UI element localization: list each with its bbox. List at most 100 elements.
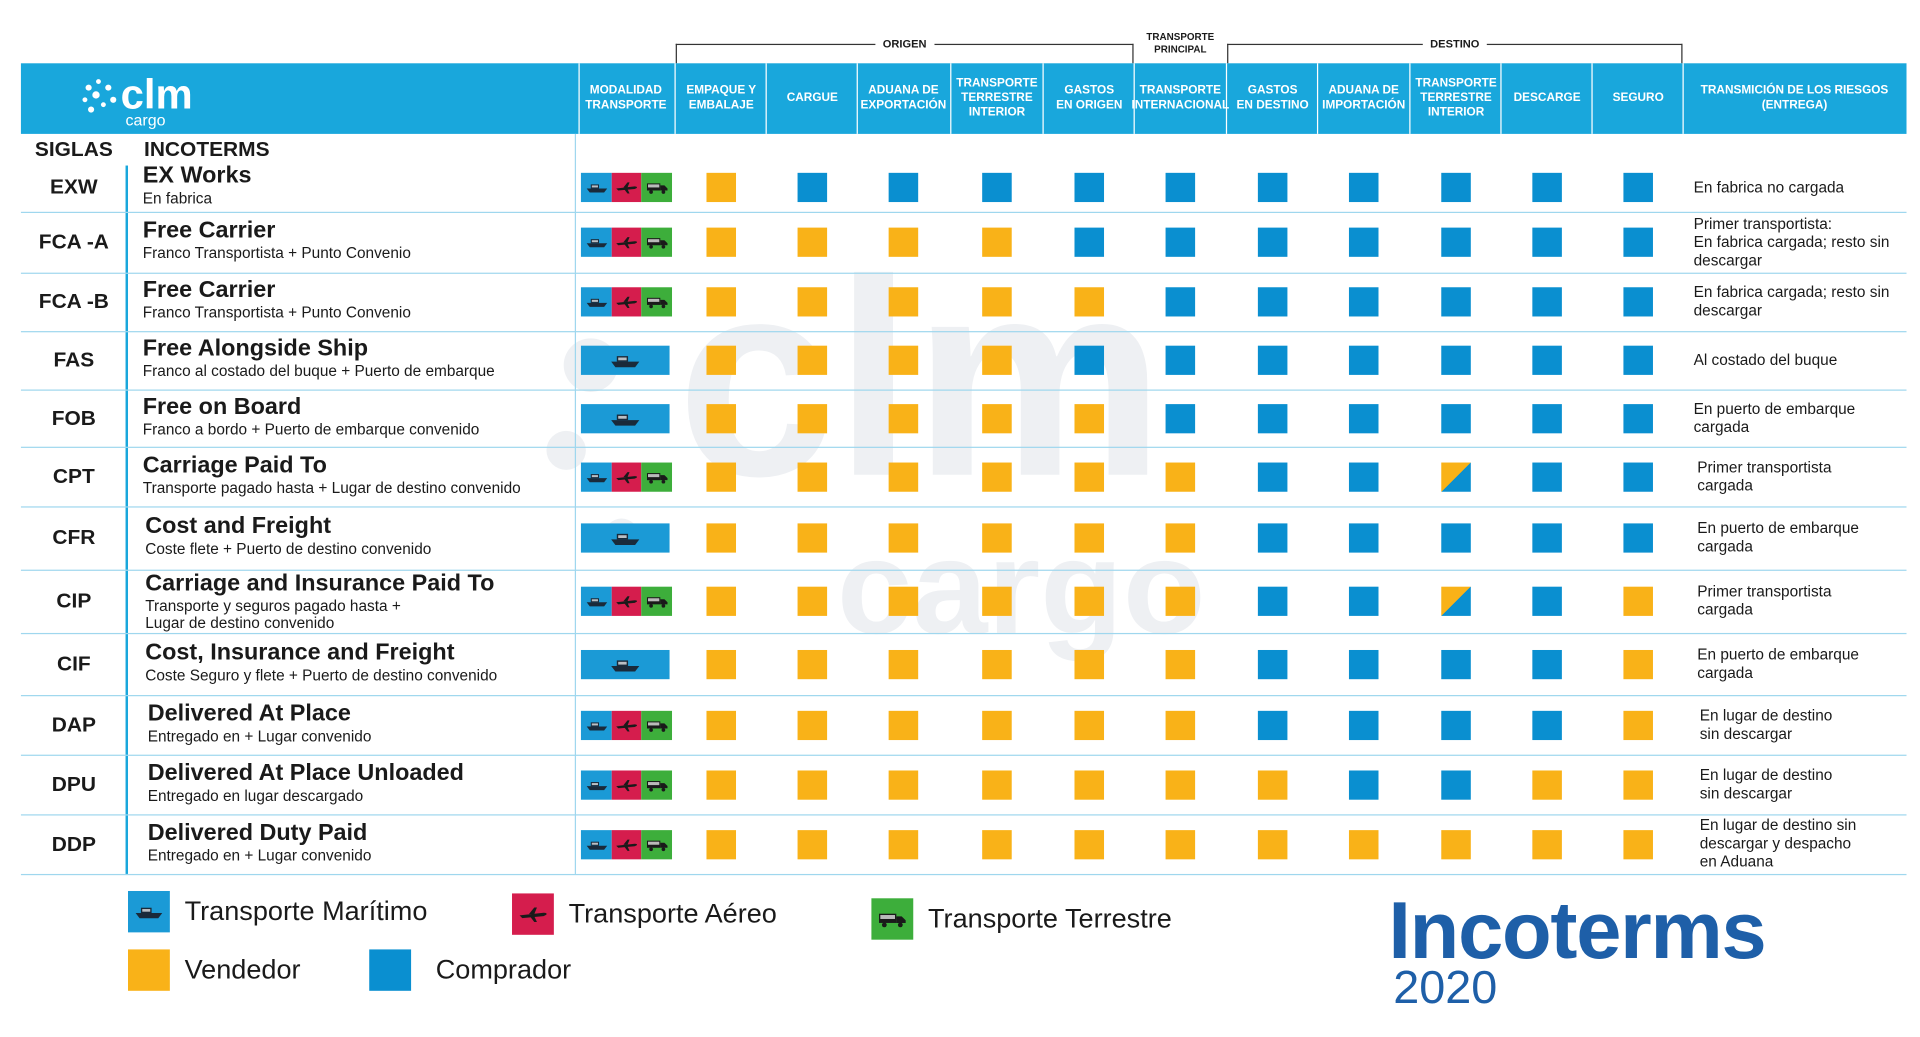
incoterms-divider	[574, 133, 577, 874]
row-modalidad	[580, 710, 673, 740]
row-divider	[20, 754, 1907, 756]
row-incoterm-name: Free on Board	[142, 393, 302, 420]
comprador-cell	[1441, 227, 1471, 257]
row-incoterm-description: Transporte pagado hasta + Lugar de desti…	[142, 478, 521, 497]
row-incoterm-description: Entregado en + Lugar convenido	[147, 727, 372, 745]
vendedor-cell	[982, 649, 1012, 679]
legend-vendedor: Vendedor	[128, 949, 301, 991]
comprador-cell	[1623, 461, 1653, 492]
row-incoterm-description: Entregado en + Lugar convenido	[147, 846, 372, 864]
vendedor-cell	[888, 649, 919, 679]
comprador-cell	[1623, 172, 1653, 203]
comprador-cell	[1074, 172, 1105, 203]
vendedor-swatch	[128, 949, 170, 991]
row-sigla: FAS	[53, 348, 95, 372]
row-incoterm-name: Carriage Paid To	[142, 452, 327, 478]
header-gastos-destino: GASTOS EN DESTINO	[1236, 83, 1309, 112]
comprador-cell	[1532, 345, 1562, 375]
vendedor-cell	[888, 523, 919, 553]
ship-icon	[580, 227, 612, 257]
row-sigla: DAP	[51, 712, 96, 736]
vendedor-cell	[1074, 403, 1105, 433]
comprador-cell	[1532, 172, 1562, 203]
comprador-cell	[1532, 649, 1562, 679]
row-sigla: CPT	[52, 464, 95, 488]
row-divider	[20, 506, 1907, 508]
header-separator	[674, 63, 676, 134]
comprador-cell	[1348, 287, 1379, 317]
vendedor-cell	[797, 586, 828, 616]
vendedor-cell	[982, 403, 1012, 433]
row-sigla: FCA -A	[38, 230, 109, 254]
comprador-cell	[1348, 403, 1379, 433]
row-divider	[20, 569, 1907, 571]
row-sigla: CFR	[52, 525, 96, 549]
row-modalidad	[580, 769, 673, 800]
shared-cell	[1441, 586, 1471, 616]
siglas-divider	[125, 165, 129, 874]
comprador-cell	[982, 172, 1012, 203]
comprador-cell	[1257, 345, 1288, 375]
vendedor-cell	[982, 523, 1012, 553]
comprador-cell	[1257, 287, 1288, 317]
comprador-cell	[1532, 523, 1562, 553]
comprador-cell	[1257, 649, 1288, 679]
truck-icon	[871, 898, 914, 940]
vendedor-cell	[888, 769, 919, 800]
comprador-cell	[1257, 586, 1288, 616]
comprador-cell	[1532, 287, 1562, 317]
clm-cargo-logo: clm cargo	[82, 71, 193, 129]
row-modalidad	[580, 829, 673, 859]
plane-icon	[611, 769, 642, 800]
vendedor-cell	[1074, 586, 1105, 616]
row-modalidad	[580, 586, 673, 616]
siglas-title: SIGLAS	[34, 137, 113, 161]
legend-maritimo: Transporte Marítimo	[128, 890, 428, 933]
row-incoterm-name: EX Works	[142, 163, 252, 189]
header-separator	[1500, 63, 1502, 134]
vendedor-cell	[1532, 829, 1562, 859]
logo-text: clm	[121, 71, 193, 118]
ship-icon	[580, 829, 612, 859]
vendedor-cell	[1165, 769, 1196, 800]
vendedor-cell	[1623, 710, 1653, 740]
row-modalidad	[580, 345, 672, 375]
vendedor-cell	[1623, 649, 1653, 679]
comprador-cell	[1165, 287, 1196, 317]
comprador-cell	[1623, 523, 1653, 553]
comprador-cell	[1441, 345, 1471, 375]
vendedor-cell	[797, 769, 828, 800]
comprador-cell	[1348, 523, 1379, 553]
row-risk-transfer: En lugar de destino sin descargar	[1699, 706, 1833, 742]
comprador-cell	[1257, 461, 1288, 492]
vendedor-cell	[888, 227, 919, 257]
truck-icon	[641, 829, 673, 859]
row-divider	[20, 695, 1907, 697]
row-modalidad	[580, 172, 673, 203]
comprador-cell	[1257, 710, 1288, 740]
vendedor-cell	[797, 287, 828, 317]
row-incoterm-description: Coste Seguro y flete + Puerto de destino…	[145, 666, 498, 684]
header-separator	[856, 63, 858, 134]
row-risk-transfer: Primer transportista: En fabrica cargada…	[1693, 214, 1890, 269]
row-modalidad	[580, 649, 672, 679]
comprador-cell	[1257, 227, 1288, 257]
comprador-cell	[1165, 227, 1196, 257]
row-incoterm-name: Delivered Duty Paid	[147, 819, 368, 846]
row-divider	[20, 211, 1907, 214]
row-incoterm-name: Cost and Freight	[145, 513, 332, 540]
vendedor-cell	[888, 586, 919, 616]
header-transporte-internacional: TRANSPORTE INTERNACIONAL	[1131, 83, 1230, 112]
vendedor-cell	[797, 227, 828, 257]
plane-icon	[512, 893, 554, 935]
header-separator	[1409, 63, 1411, 134]
row-sigla: FOB	[51, 405, 96, 430]
comprador-cell	[1074, 227, 1105, 257]
legend-maritimo-label: Transporte Marítimo	[184, 895, 428, 927]
vendedor-cell	[1165, 829, 1196, 859]
comprador-cell	[1532, 710, 1562, 740]
comprador-cell	[1257, 172, 1288, 203]
group-principal-label: TRANSPORTE PRINCIPAL	[1146, 31, 1215, 55]
header-separator	[1316, 63, 1319, 134]
